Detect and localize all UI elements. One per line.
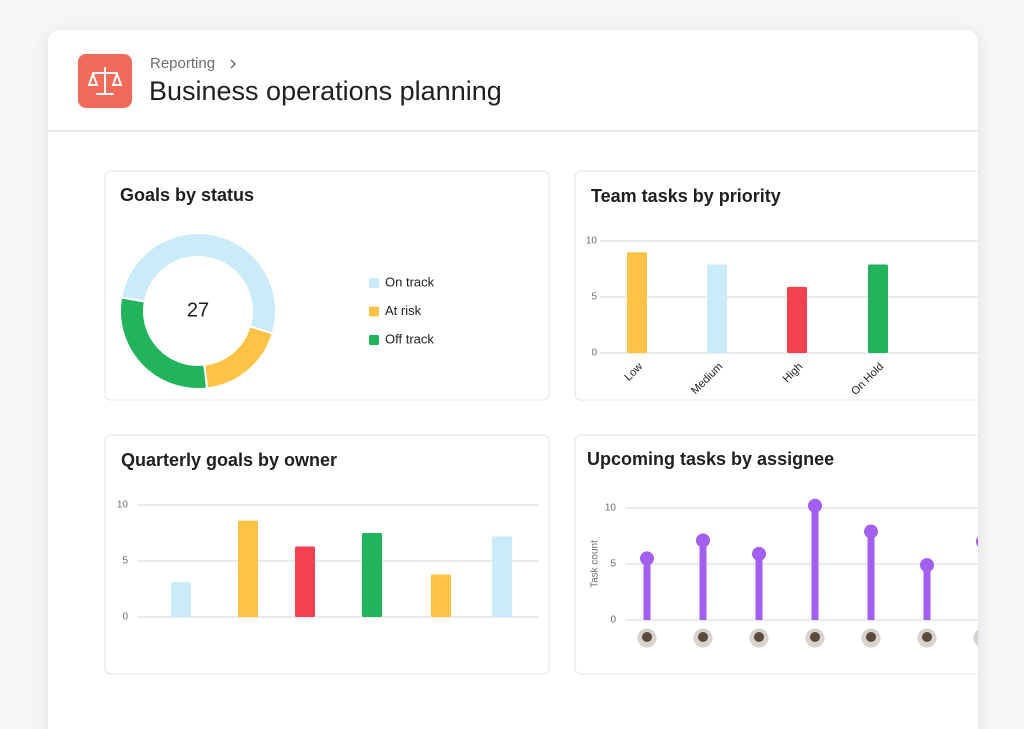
panel-title: Team tasks by priority [591,186,781,206]
lollipop-dot [976,534,978,549]
y-tick-label: 10 [117,500,129,511]
panel-title: Quarterly goals by owner [121,450,337,470]
lollipop-dot [640,551,654,566]
panel [574,170,978,401]
y-tick-label: 5 [122,556,128,567]
y-tick-label: 10 [605,503,617,514]
legend-label: At risk [385,303,422,318]
avatar-face [698,632,708,642]
bar [707,264,727,353]
lollipop-stem [811,505,819,620]
lollipop-dot [696,533,710,548]
y-tick-label: 0 [591,348,597,359]
donut-slice [119,296,209,390]
panel [574,434,978,675]
bar [431,574,451,617]
legend-label: Off track [385,331,434,346]
page-title: Business operations planning [149,76,502,106]
lollipop-stem [755,553,763,620]
breadcrumb[interactable]: Reporting [150,55,215,72]
lollipop-dot [920,558,934,573]
y-tick-label: 0 [122,612,128,623]
lollipop-stem [867,531,875,620]
donut-total: 27 [187,299,209,321]
avatar-face [642,632,652,642]
y-tick-label: 5 [610,559,616,570]
lollipop-stem [643,558,651,620]
panel [104,170,550,401]
y-tick-label: 5 [591,292,597,303]
panel-title: Goals by status [120,185,254,205]
y-tick-label: 10 [586,236,598,247]
card-content: Reporting Business operations planning G… [48,54,988,675]
lollipop-dot [864,524,878,539]
y-tick-label: 0 [610,615,616,626]
legend-swatch [369,306,379,317]
lollipop-dot [808,498,822,513]
bar [492,536,512,617]
scale-icon [87,67,123,95]
lollipop-stem [980,542,987,620]
y-axis-label: Task count [590,540,601,588]
panel-title: Upcoming tasks by assignee [587,449,834,469]
legend-swatch [369,335,379,345]
bar [787,286,807,353]
avatar-face [754,632,764,642]
bar [238,520,258,617]
lollipop-dot [752,546,766,561]
avatar [972,627,978,649]
bar [171,582,191,617]
bar [295,546,315,617]
avatar-face [810,632,820,642]
panel [104,434,550,675]
lollipop-stem [923,565,931,620]
legend-label: On track [385,274,435,289]
lollipop-stem [699,540,707,620]
avatar-face [978,632,988,642]
avatar-face [922,632,932,642]
avatar-face [866,632,876,642]
bar [627,252,647,353]
donut-slice [120,232,277,335]
legend-swatch [369,278,379,288]
breadcrumb-chevron [230,59,237,69]
bar [362,533,382,617]
bar [868,264,888,353]
